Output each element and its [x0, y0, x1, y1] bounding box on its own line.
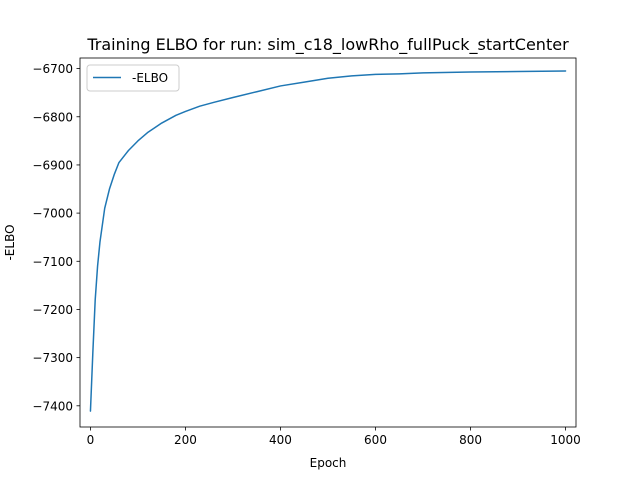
- y-tick-label: −7400: [32, 399, 73, 413]
- x-axis-ticks: 0 200 400 600 800 1000: [87, 427, 581, 447]
- axes-border: [79, 57, 577, 428]
- plot-area: [80, 58, 576, 427]
- y-tick-label: −7100: [32, 255, 73, 269]
- x-tick-label: 600: [364, 433, 387, 447]
- series-layer: [89, 70, 567, 412]
- y-tick-label: −6800: [32, 110, 73, 124]
- y-tick-label: −6700: [32, 62, 73, 76]
- y-tick-label: −7200: [32, 303, 73, 317]
- x-axis-label: Epoch: [310, 456, 347, 470]
- x-tick-label: 800: [459, 433, 482, 447]
- legend: -ELBO: [86, 64, 180, 92]
- y-axis-label: -ELBO: [3, 224, 17, 260]
- series-line-elbo: [89, 70, 567, 412]
- x-tick-label: 0: [87, 433, 95, 447]
- x-tick-label: 400: [269, 433, 292, 447]
- legend-box: [86, 64, 180, 92]
- y-axis-ticks: −7400 −7300 −7200 −7100 −7000 −6900 −6800 −6700: [32, 62, 80, 413]
- legend-label-elbo: -ELBO: [132, 71, 168, 85]
- y-tick-label: −7300: [32, 351, 73, 365]
- y-tick-label: −7000: [32, 207, 73, 221]
- chart-title: Training ELBO for run: sim_c18_lowRho_fu…: [86, 35, 569, 55]
- x-tick-label: 1000: [550, 433, 581, 447]
- y-tick-label: −6900: [32, 158, 73, 172]
- x-tick-label: 200: [174, 433, 197, 447]
- axes-frame: [79, 57, 577, 428]
